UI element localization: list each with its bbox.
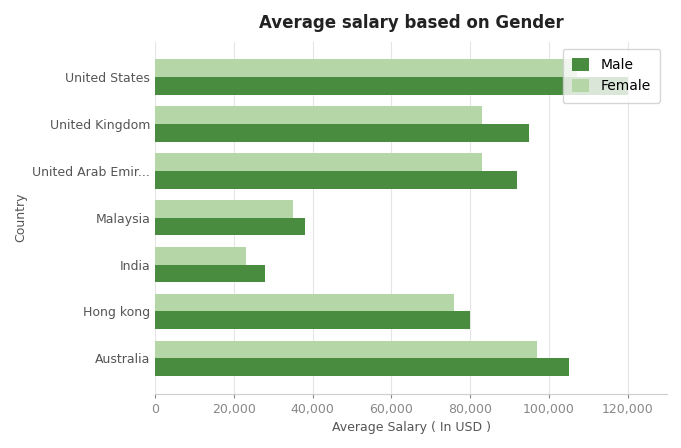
Bar	[155, 200, 293, 218]
Bar	[155, 218, 305, 236]
Y-axis label: Country: Country	[14, 193, 27, 242]
Bar	[155, 340, 537, 358]
Bar	[155, 293, 454, 311]
Legend: Male, Female: Male, Female	[563, 49, 660, 103]
Bar	[155, 77, 628, 95]
Bar	[155, 247, 246, 265]
Bar	[155, 124, 529, 142]
Bar	[155, 311, 470, 329]
Bar	[155, 59, 577, 77]
Bar	[155, 106, 482, 124]
Bar	[155, 265, 266, 282]
Bar	[155, 358, 569, 376]
Bar	[155, 153, 482, 171]
Title: Average salary based on Gender: Average salary based on Gender	[259, 14, 563, 32]
X-axis label: Average Salary ( In USD ): Average Salary ( In USD )	[332, 421, 490, 434]
Bar	[155, 171, 518, 189]
